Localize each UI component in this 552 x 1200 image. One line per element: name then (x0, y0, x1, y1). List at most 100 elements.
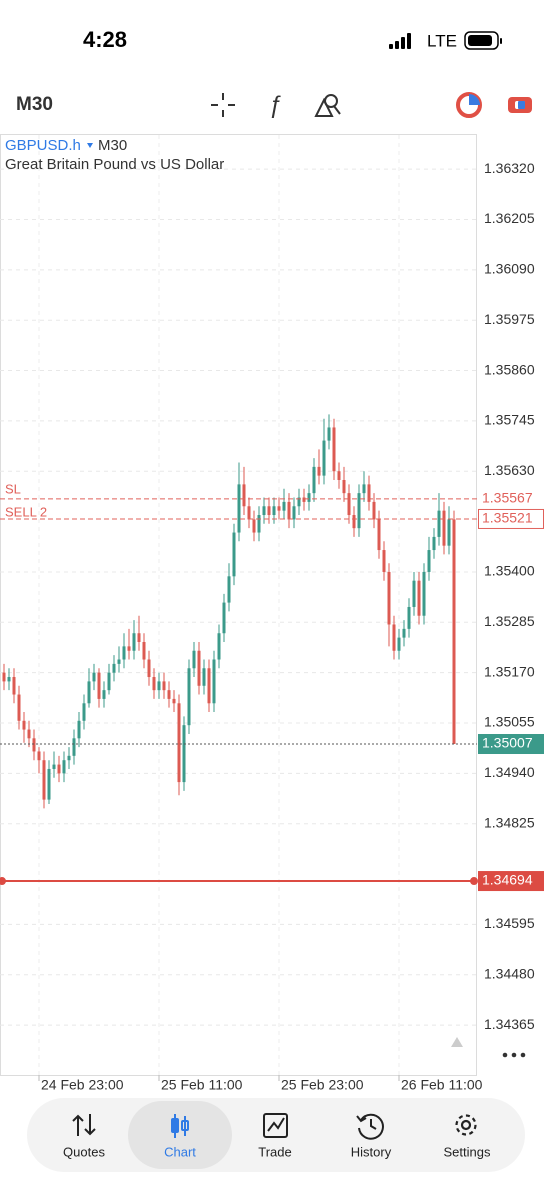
y-tick-label: 1.36320 (484, 160, 535, 176)
candle-body (152, 677, 156, 691)
y-tick-label: 1.35975 (484, 311, 535, 327)
candle-body (122, 646, 126, 660)
candle-body (282, 501, 286, 511)
x-tick-label: 25 Feb 11:00 (161, 1077, 243, 1093)
tab-bar (27, 1098, 525, 1172)
candle-body (252, 519, 256, 533)
level-handle[interactable] (470, 877, 478, 886)
candle-body (172, 698, 176, 704)
tab-label[interactable]: Quotes (63, 1144, 105, 1159)
candle-body (62, 760, 66, 774)
candle-body (352, 515, 356, 529)
level-label-box (478, 508, 544, 529)
candle-body (392, 624, 396, 651)
candle-body (162, 681, 166, 691)
tabs: Quotes Chart Trade History Settings (63, 1144, 491, 1159)
candle-body (32, 738, 36, 752)
candle-body (372, 501, 376, 520)
candle-body (257, 515, 261, 533)
candle-body (432, 536, 436, 551)
candle-body (117, 659, 121, 664)
timeframe-button[interactable]: M30 (16, 94, 53, 115)
candle-body (182, 725, 186, 783)
crosshair-button[interactable] (211, 93, 235, 117)
level-label-box (478, 734, 544, 755)
candle-body (167, 690, 171, 699)
tab-label[interactable]: History (351, 1144, 392, 1159)
clock: 4:28 (83, 27, 127, 52)
candle-body (197, 650, 201, 686)
y-tick-label: 1.35630 (484, 462, 535, 478)
candle-body (332, 427, 336, 472)
candle-body (22, 720, 26, 730)
candle-body (297, 497, 301, 507)
tab-label[interactable]: Trade (258, 1144, 291, 1159)
candle-body (357, 493, 361, 529)
y-tick-label: 1.35170 (484, 663, 535, 679)
candle-body (267, 506, 271, 516)
candle-body (337, 471, 341, 481)
symbol-description: Great Britain Pound vs US Dollar (5, 156, 224, 173)
candle-body (57, 764, 61, 774)
more-button[interactable] (502, 1052, 526, 1058)
candle-body (287, 501, 291, 520)
candle-body (112, 663, 116, 673)
x-tick-label: 24 Feb 23:00 (41, 1077, 124, 1093)
candle-body (452, 519, 456, 745)
active-tab-bg (128, 1101, 232, 1169)
chart: 1.36320 1.36205 1.36090 1.35975 1.35860 1.357… (0, 135, 544, 1093)
history-icon[interactable] (356, 1113, 384, 1140)
candle-body (407, 606, 411, 629)
candle-body (87, 681, 91, 704)
quotes-icon[interactable] (72, 1114, 96, 1136)
level-name: SELL 2 (5, 504, 47, 519)
tab-label[interactable]: Settings (444, 1144, 491, 1159)
candle-body (292, 506, 296, 520)
trade-icon[interactable] (263, 1113, 288, 1138)
level-handle (0, 877, 6, 886)
candle-body (107, 672, 111, 691)
one-click-button[interactable] (456, 92, 482, 118)
candle-body (342, 480, 346, 494)
candle-body (202, 668, 206, 686)
scroll-marker (451, 1037, 463, 1047)
trade-button[interactable] (508, 97, 532, 113)
candle-body (17, 694, 21, 721)
candle-body (417, 580, 421, 616)
candle-body (377, 519, 381, 551)
symbol[interactable]: GBPUSD.h (5, 137, 81, 154)
indicators-button[interactable]: ƒ (268, 91, 281, 118)
candle-body (137, 633, 141, 642)
y-tick-label: 1.35860 (484, 361, 535, 377)
candle-body (2, 672, 6, 682)
candle-body (207, 668, 211, 704)
y-tick-label: 1.35745 (484, 412, 535, 428)
candle-body (97, 672, 101, 699)
candle-body (72, 738, 76, 756)
candle-body (102, 690, 106, 699)
y-tick-label: 1.34365 (484, 1016, 535, 1032)
candle-body (317, 466, 321, 476)
candle-body (92, 672, 96, 682)
chart-icon[interactable] (171, 1114, 189, 1138)
candle-body (222, 602, 226, 634)
tab-label[interactable]: Chart (164, 1144, 196, 1159)
candle-body (302, 497, 306, 502)
candle-body (212, 659, 216, 704)
candle-body (307, 493, 311, 502)
symbol-dropdown[interactable] (87, 143, 93, 148)
candle-body (147, 659, 151, 678)
candle-body (427, 550, 431, 572)
candle-body (7, 677, 11, 682)
y-tick-label: 1.34825 (484, 814, 535, 830)
candle-body (37, 751, 41, 761)
settings-icon[interactable] (455, 1114, 477, 1136)
objects-button[interactable] (314, 94, 341, 117)
candle-body (367, 484, 371, 502)
candle-body (227, 576, 231, 603)
candle-body (82, 703, 86, 721)
chart-frame (0, 134, 477, 1076)
y-tick-label: 1.36205 (484, 210, 535, 226)
